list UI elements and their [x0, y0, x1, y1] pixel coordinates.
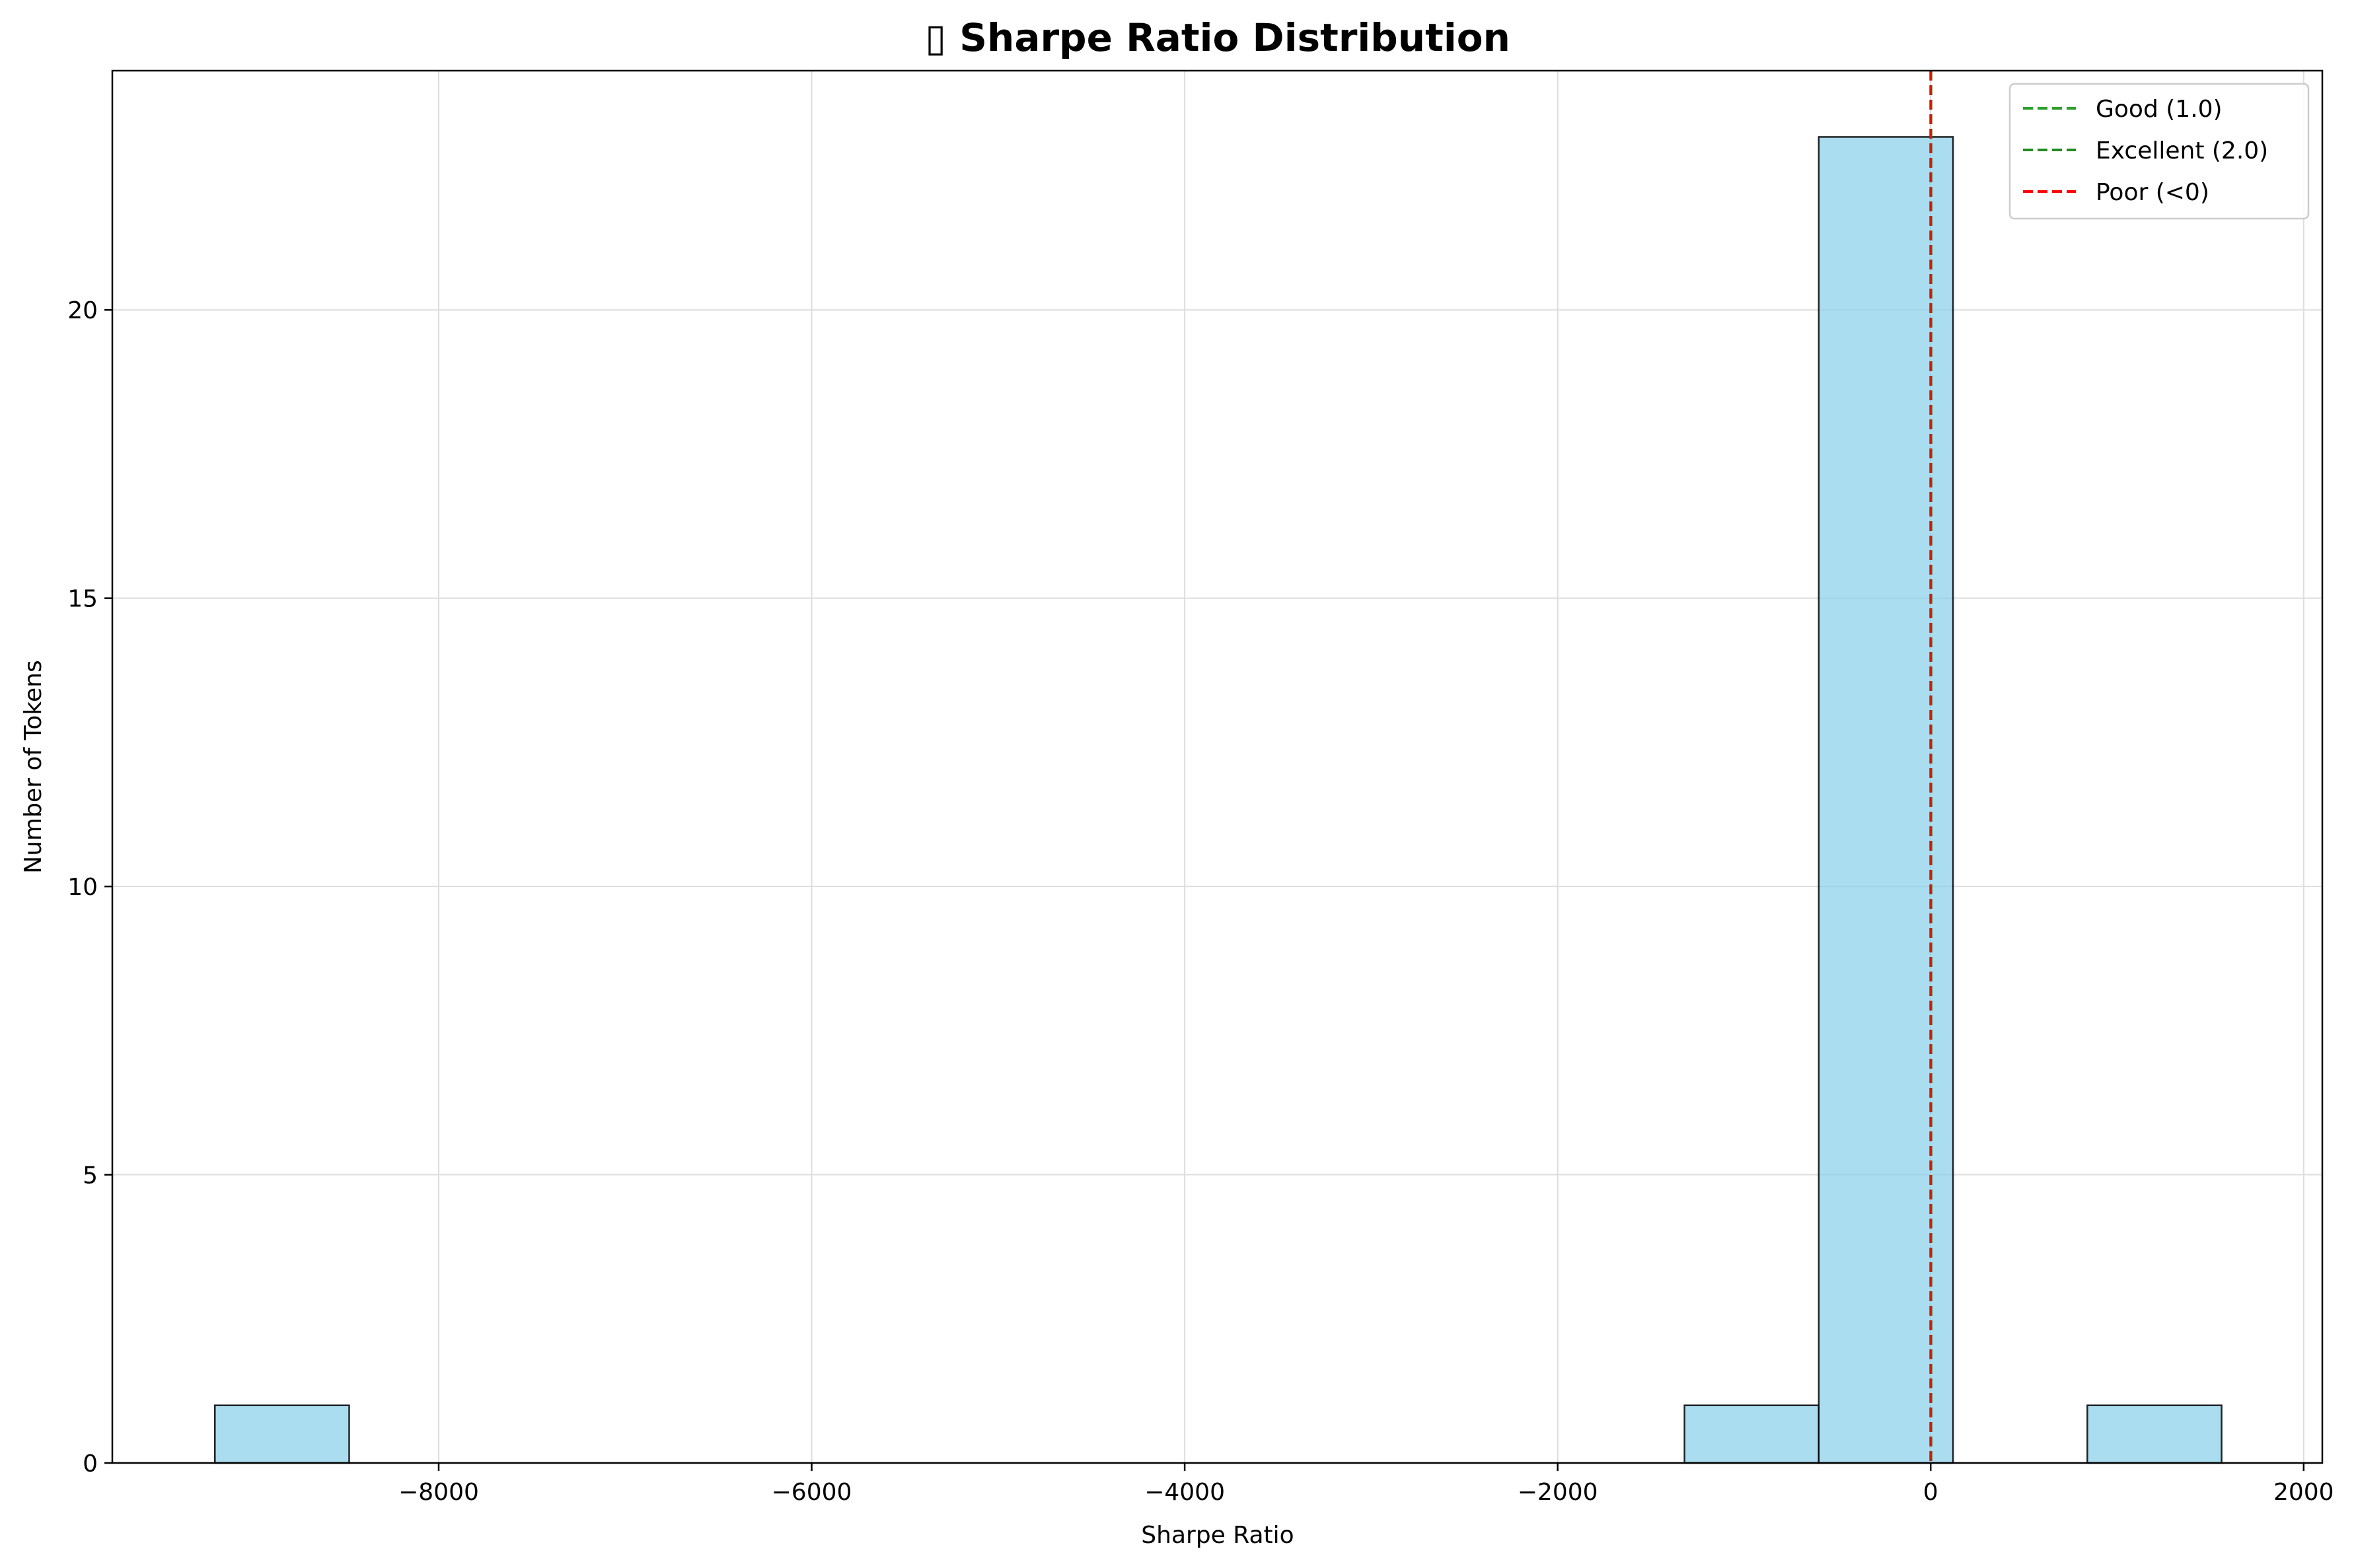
- legend: Good (1.0) Excellent (2.0) Poor (<0): [2008, 83, 2310, 220]
- x-tick-label: −8000: [398, 1479, 479, 1506]
- y-tick-label: 15: [67, 586, 98, 613]
- x-tick-label: 2000: [2273, 1479, 2334, 1506]
- histogram-bar: [1818, 136, 1954, 1464]
- legend-label: Poor (<0): [2096, 179, 2209, 206]
- x-tick-label: 0: [1923, 1479, 1938, 1506]
- legend-box: [2008, 83, 2310, 220]
- y-tick-label: 0: [83, 1450, 98, 1478]
- x-tick-label: −4000: [1144, 1479, 1225, 1506]
- histogram-bar: [214, 1404, 350, 1464]
- bars-layer: [214, 136, 2223, 1464]
- x-tick-label: −6000: [772, 1479, 852, 1506]
- plot-frame: [111, 69, 2324, 1464]
- y-axis-ticks: 0 5 10 15 20: [67, 297, 112, 1478]
- x-axis-title: Sharpe Ratio: [1141, 1522, 1294, 1549]
- y-tick-label: 5: [83, 1162, 98, 1190]
- y-tick-label: 20: [67, 297, 98, 324]
- y-tick-label: 10: [67, 874, 98, 901]
- legend-label: Excellent (2.0): [2096, 137, 2268, 164]
- histogram-bar: [2086, 1404, 2223, 1464]
- histogram-bar: [1683, 1404, 1820, 1464]
- x-tick-label: −2000: [1518, 1479, 1598, 1506]
- chart-title: ▯ Sharpe Ratio Distribution: [925, 15, 1510, 60]
- legend-label: Good (1.0): [2096, 96, 2223, 123]
- x-axis-ticks: −8000 −6000 −4000 −2000 0 2000: [398, 1463, 2334, 1506]
- y-axis-title: Number of Tokens: [20, 660, 47, 873]
